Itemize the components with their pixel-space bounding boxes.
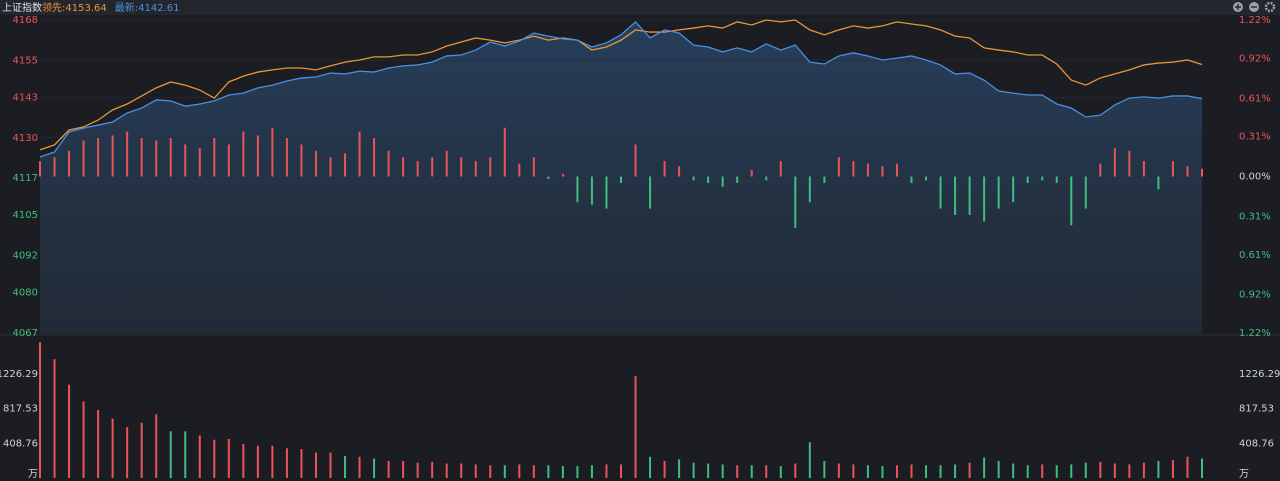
y2-tick-label: 0.61% bbox=[1239, 93, 1271, 104]
y-tick-label: 4067 bbox=[13, 328, 38, 339]
volume-tick-label-right: 万 bbox=[1239, 469, 1249, 480]
y2-tick-label: 0.61% bbox=[1239, 250, 1271, 261]
settings-button[interactable] bbox=[1264, 1, 1276, 13]
volume-tick-label-right: 817.53 bbox=[1239, 404, 1274, 415]
volume-tick-label: 1226.29 bbox=[0, 369, 38, 380]
legend-entry: 最新:4142.61 bbox=[115, 1, 180, 14]
toolbar bbox=[1233, 1, 1276, 13]
y2-tick-label: 0.92% bbox=[1239, 290, 1271, 301]
y2-tick-label: 0.92% bbox=[1239, 53, 1271, 64]
y-tick-label: 4105 bbox=[13, 210, 38, 221]
header-bar bbox=[0, 0, 1280, 15]
y-tick-label: 4092 bbox=[13, 251, 38, 262]
y-tick-label: 4143 bbox=[13, 92, 38, 103]
y2-tick-label: 0.00% bbox=[1239, 172, 1271, 183]
y2-tick-label: 0.31% bbox=[1239, 132, 1271, 143]
y-tick-label: 4080 bbox=[13, 288, 38, 299]
price-line bbox=[39, 19, 1203, 151]
volume-tick-label-right: 1226.29 bbox=[1239, 369, 1280, 380]
price-line bbox=[39, 20, 1203, 158]
legend-entry: 领先:4153.64 bbox=[42, 1, 107, 14]
zoom-in-icon bbox=[1235, 4, 1241, 10]
y2-tick-label: 1.22% bbox=[1239, 15, 1271, 26]
volume-tick-label-right: 408.76 bbox=[1239, 438, 1274, 449]
y-tick-label: 4155 bbox=[13, 55, 38, 66]
volume-tick-label: 万 bbox=[28, 469, 38, 480]
y-tick-label: 4168 bbox=[13, 15, 38, 26]
y2-tick-label: 0.31% bbox=[1239, 211, 1271, 222]
volume-tick-label: 408.76 bbox=[3, 438, 38, 449]
y-tick-label: 4130 bbox=[13, 133, 38, 144]
y2-tick-label: 1.22% bbox=[1239, 328, 1271, 339]
chart-title: 上证指数 bbox=[2, 1, 42, 14]
volume-tick-label: 817.53 bbox=[3, 404, 38, 415]
y-tick-label: 4117 bbox=[13, 173, 38, 184]
